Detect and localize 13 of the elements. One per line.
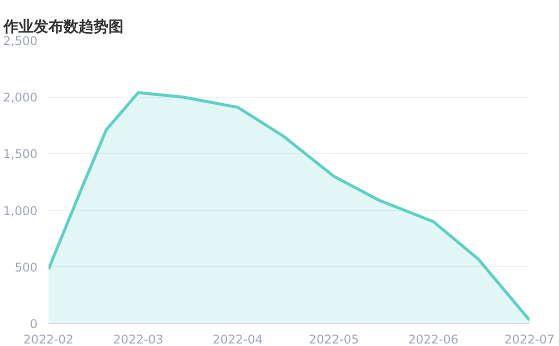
y-tick-label: 0: [30, 317, 38, 331]
x-tick-label: 2022-06: [408, 332, 458, 346]
y-tick-label: 2,000: [3, 90, 38, 105]
y-tick-label: 2,500: [3, 34, 38, 48]
x-tick-label: 2022-07: [504, 332, 555, 346]
x-tick-label: 2022-04: [212, 332, 263, 346]
x-tick-label: 2022-02: [23, 332, 74, 346]
y-tick-label: 1,500: [3, 147, 38, 162]
y-tick-label: 1,000: [3, 204, 38, 218]
chart-title: 作业发布数趋势图: [2, 18, 124, 36]
y-tick-label: 500: [14, 260, 38, 274]
x-tick-label: 2022-05: [308, 332, 359, 346]
x-tick-label: 2022-03: [113, 332, 164, 346]
